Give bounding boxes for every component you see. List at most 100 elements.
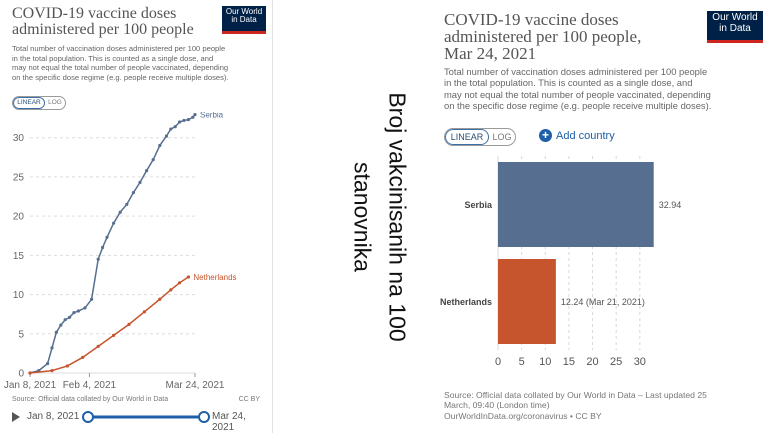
x-tick-label: Feb 4, 2021 xyxy=(63,380,117,391)
serbia-point xyxy=(50,346,54,350)
subtitle-line: may not equal the total number of people… xyxy=(12,63,229,73)
netherlands-point xyxy=(142,310,146,314)
netherlands-point xyxy=(127,322,131,326)
source-line: March, 09:40 (London time) xyxy=(444,400,550,411)
serbia-point xyxy=(186,118,190,122)
netherlands-point xyxy=(65,364,69,368)
serbia-point xyxy=(173,125,177,129)
serbia-point xyxy=(83,306,87,310)
right-source: Source: Official data collated by Our Wo… xyxy=(444,390,769,421)
right-scale-toggle: LINEAR LOG xyxy=(444,128,516,146)
timeline-start-handle[interactable] xyxy=(82,411,94,423)
left-chart-title: COVID-19 vaccine doses administered per … xyxy=(12,6,212,38)
serbia-point xyxy=(76,309,80,313)
x-tick-label: 5 xyxy=(519,356,525,368)
x-tick-label: Jan 8, 2021 xyxy=(4,380,57,391)
left-scale-toggle: LINEAR LOG xyxy=(12,96,66,110)
y-tick-label: 15 xyxy=(13,251,25,262)
plus-icon: + xyxy=(539,129,552,142)
serbia-point xyxy=(164,134,168,138)
left-owid-logo[interactable]: Our World in Data xyxy=(222,6,266,34)
netherlands-point xyxy=(50,369,54,373)
y-tick-label: 5 xyxy=(18,329,24,340)
netherlands-value-label: 12.24 (Mar 21, 2021) xyxy=(561,297,645,307)
right-title-line2: administered per 100 people, xyxy=(444,27,642,46)
serbia-point xyxy=(193,113,197,117)
add-country-label: Add country xyxy=(556,129,615,142)
serbia-point xyxy=(131,190,135,195)
play-icon[interactable] xyxy=(12,412,20,422)
left-source: Source: Official data collated by Our Wo… xyxy=(12,396,268,403)
subtitle-line: in the total population. This is counted… xyxy=(444,77,693,89)
serbia-point xyxy=(112,221,116,225)
netherlands-point xyxy=(81,355,85,359)
subtitle-line: Total number of vaccination doses admini… xyxy=(444,66,708,77)
left-title-line2: administered per 100 people xyxy=(12,21,194,38)
right-chart-panel: COVID-19 vaccine doses administered per … xyxy=(430,0,770,433)
subtitle-line: in the total population. This is counted… xyxy=(12,53,214,63)
serbia-point xyxy=(59,323,63,327)
x-tick-label: 30 xyxy=(634,356,646,368)
timeline-end-label: Mar 24, 2021 xyxy=(212,411,246,433)
subtitle-line: may not equal the total number of people… xyxy=(444,88,711,100)
subtitle-line: on the specific dose regime (e.g. people… xyxy=(12,72,229,82)
netherlands-line xyxy=(29,276,189,374)
logo-line2: in Data xyxy=(719,22,751,34)
timeline: Jan 8, 2021 Mar 24, 2021 xyxy=(8,409,270,433)
netherlands-point xyxy=(96,344,100,348)
line-chart: 0 5 10 15 20 25 30 Jan 8, 2021 Feb 4, 2021 Mar 24… xyxy=(4,112,237,391)
bar-chart: 0 5 10 15 20 25 30 Serbia 32.94 Netherlands 12.24 … xyxy=(440,156,682,368)
serbia-category-label: Serbia xyxy=(464,200,493,210)
netherlands-point xyxy=(178,281,182,285)
serbia-bar xyxy=(498,162,654,247)
log-toggle-button[interactable]: LOG xyxy=(48,99,62,106)
logo-line1: Our World xyxy=(712,12,758,23)
serbia-series-label: Serbia xyxy=(200,112,224,120)
netherlands-category-label: Netherlands xyxy=(440,297,492,307)
netherlands-point xyxy=(158,297,162,301)
netherlands-series-label: Netherlands xyxy=(193,273,236,282)
serbia-point xyxy=(118,210,122,214)
serbia-point xyxy=(158,143,162,148)
y-tick-label: 20 xyxy=(13,212,25,223)
left-title-line1: COVID-19 vaccine doses xyxy=(12,5,177,22)
add-country-button[interactable]: + Add country xyxy=(539,129,615,142)
right-chart-title: COVID-19 vaccine doses administered per … xyxy=(444,11,704,62)
caption-text: Broj vakcinisanih na 100 stanovnika xyxy=(346,92,415,341)
left-chart-subtitle: Total number of vaccination doses admini… xyxy=(12,44,268,82)
serbia-point xyxy=(54,330,59,334)
serbia-point xyxy=(178,120,182,124)
netherlands-point xyxy=(112,333,116,337)
source-line: Source: Official data collated by Our Wo… xyxy=(444,390,707,400)
serbia-point xyxy=(72,311,76,315)
serbia-point xyxy=(125,202,129,206)
serbia-point xyxy=(191,115,195,119)
source-text: Source: Official data collated by Our Wo… xyxy=(12,396,169,403)
serbia-value-label: 32.94 xyxy=(659,200,682,210)
log-toggle-button[interactable]: LOG xyxy=(492,132,512,142)
serbia-point xyxy=(63,318,67,322)
x-tick-label: Mar 24, 2021 xyxy=(166,380,225,391)
serbia-point xyxy=(101,245,105,250)
left-chart-panel: COVID-19 vaccine doses administered per … xyxy=(0,0,273,433)
netherlands-point xyxy=(186,275,190,279)
serbia-point xyxy=(46,361,50,366)
serbia-point xyxy=(96,257,100,261)
serbia-point xyxy=(138,180,142,184)
caption-line1: Broj vakcinisanih na 100 xyxy=(384,91,411,342)
vertical-caption: Broj vakcinisanih na 100 stanovnika xyxy=(330,0,430,433)
right-title-line3: Mar 24, 2021 xyxy=(444,44,537,63)
netherlands-point xyxy=(28,371,32,375)
right-owid-logo[interactable]: Our World in Data xyxy=(707,11,763,43)
x-tick-label: 15 xyxy=(563,356,575,368)
serbia-point xyxy=(145,169,149,173)
linear-toggle-button[interactable]: LINEAR xyxy=(445,129,489,145)
serbia-point xyxy=(169,127,173,131)
netherlands-bar xyxy=(498,259,556,344)
license-link[interactable]: CC BY xyxy=(238,396,260,403)
subtitle-line: Total number of vaccination doses admini… xyxy=(12,44,226,53)
linear-toggle-button[interactable]: LINEAR xyxy=(13,97,45,109)
serbia-point xyxy=(105,235,109,239)
timeline-end-handle[interactable] xyxy=(198,411,210,423)
y-tick-label: 25 xyxy=(13,172,25,183)
